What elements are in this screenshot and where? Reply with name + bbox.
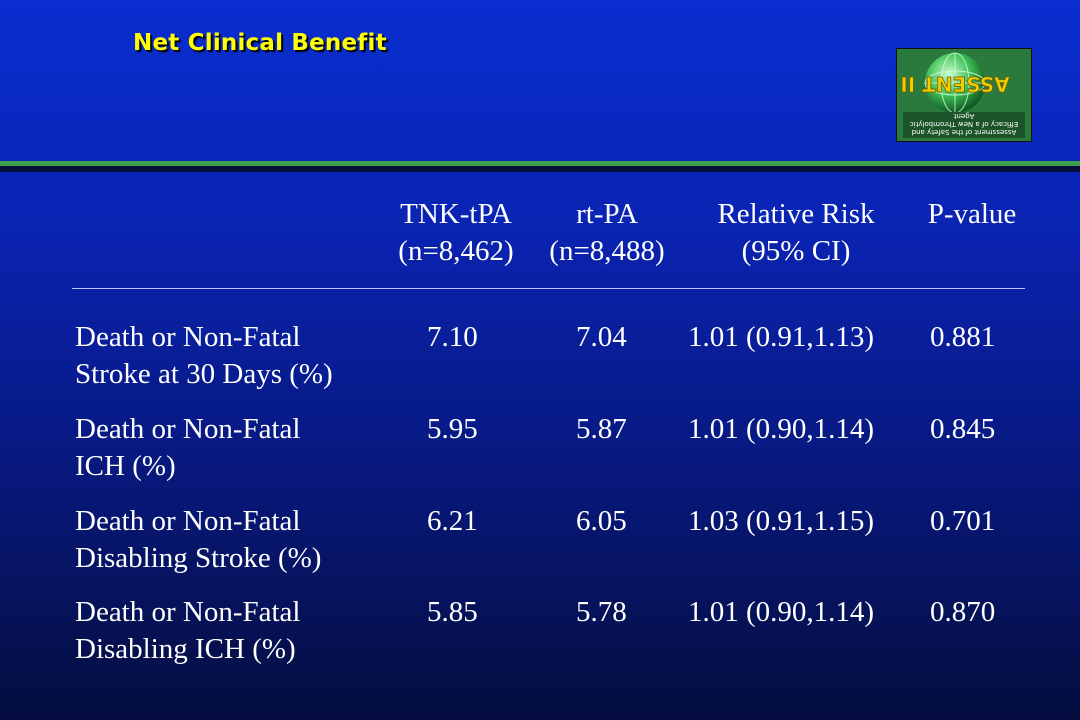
rtpa-value: 5.78	[576, 596, 627, 628]
accent-divider	[0, 161, 1080, 166]
rtpa-value: 6.05	[576, 505, 627, 537]
relative-risk-value: 1.03 (0.91,1.15)	[688, 505, 875, 537]
row-label-line1: Death or Non-Fatal	[75, 413, 301, 445]
header-rule	[72, 288, 1025, 289]
header-line2: (n=8,462)	[398, 235, 514, 267]
header-rt-pa: rt-PA (n=8,488)	[532, 196, 682, 270]
header-line1: TNK-tPA	[400, 198, 512, 230]
slide-title: Net Clinical Benefit	[133, 30, 387, 56]
header-relative-risk: Relative Risk (95% CI)	[696, 196, 896, 270]
tnk-value: 7.10	[427, 321, 478, 353]
row-label-line2: Stroke at 30 Days (%)	[75, 358, 333, 390]
assent-logo: ASSENT II Assessment of the Safety and E…	[896, 48, 1032, 142]
header-line1: P-value	[927, 198, 1017, 230]
row-label-line2: Disabling ICH (%)	[75, 633, 296, 665]
rtpa-value: 7.04	[576, 321, 627, 353]
row-label-line1: Death or Non-Fatal	[75, 505, 301, 537]
tnk-value: 6.21	[427, 505, 478, 537]
header-line2: (n=8,488)	[549, 235, 665, 267]
rtpa-value: 5.87	[576, 413, 627, 445]
row-label-line1: Death or Non-Fatal	[75, 596, 301, 628]
globe-icon: ASSENT II	[897, 49, 1031, 141]
relative-risk-value: 1.01 (0.91,1.13)	[688, 321, 875, 353]
p-value: 0.845	[930, 413, 996, 445]
shadow-divider	[0, 166, 1080, 172]
relative-risk-value: 1.01 (0.90,1.14)	[688, 596, 875, 628]
relative-risk-value: 1.01 (0.90,1.14)	[688, 413, 875, 445]
row-label-line2: ICH (%)	[75, 450, 176, 482]
row-label-line2: Disabling Stroke (%)	[75, 542, 322, 574]
header-line1: Relative Risk	[717, 198, 875, 230]
logo-caption: Assessment of the Safety and Efficacy of…	[903, 112, 1025, 138]
tnk-value: 5.95	[427, 413, 478, 445]
p-value: 0.701	[930, 505, 996, 537]
header-line2: (95% CI)	[741, 235, 851, 267]
tnk-value: 5.85	[427, 596, 478, 628]
header-p-value: P-value	[912, 196, 1032, 233]
header-tnk-tpa: TNK-tPA (n=8,462)	[386, 196, 526, 270]
svg-text:ASSENT II: ASSENT II	[900, 72, 1009, 96]
header-line1: rt-PA	[576, 198, 638, 230]
p-value: 0.881	[930, 321, 996, 353]
row-label-line1: Death or Non-Fatal	[75, 321, 301, 353]
p-value: 0.870	[930, 596, 996, 628]
